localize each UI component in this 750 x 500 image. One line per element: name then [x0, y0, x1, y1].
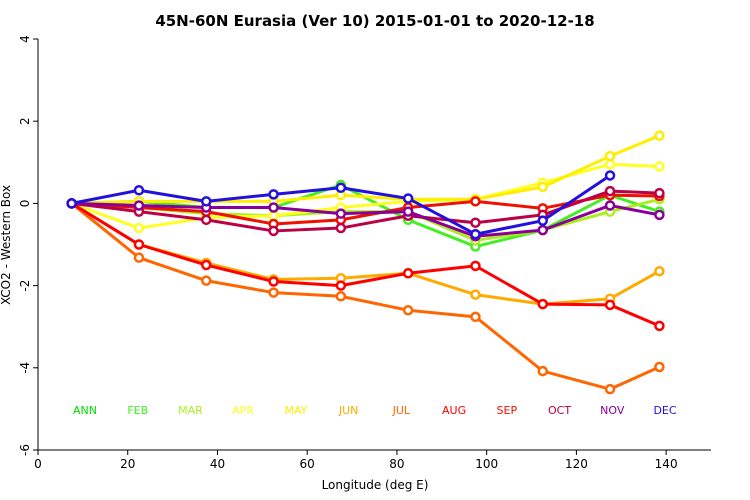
data-point [66, 198, 77, 209]
y-tick-label: 2 [18, 117, 32, 125]
data-point [402, 305, 414, 316]
data-point [654, 361, 665, 373]
data-point [268, 276, 279, 287]
data-point [335, 208, 347, 219]
series-dec [66, 170, 616, 240]
data-point [335, 280, 347, 291]
legend-item-apr: APR [232, 404, 254, 417]
data-point [470, 228, 481, 240]
data-point [201, 259, 212, 271]
data-point [335, 182, 347, 194]
data-point [133, 252, 145, 263]
data-point [133, 200, 145, 211]
series-line-aug [70, 202, 660, 328]
data-point [537, 181, 548, 193]
data-point [654, 320, 665, 332]
data-point [470, 289, 481, 300]
x-tick-label: 0 [34, 457, 42, 471]
x-axis-label: Longitude (deg E) [322, 478, 429, 492]
data-point [654, 265, 665, 277]
data-point [133, 239, 145, 250]
data-point [537, 365, 548, 377]
legend-item-ann: ANN [73, 404, 97, 417]
data-point [604, 200, 616, 211]
data-point [604, 299, 616, 311]
data-point [654, 209, 665, 221]
y-tick-label: 4 [18, 35, 32, 43]
legend-item-dec: DEC [653, 404, 676, 417]
data-point [470, 311, 481, 323]
data-point [604, 170, 616, 181]
series-line-jul [70, 202, 661, 391]
x-ticks: 0 20 40 60 80 100 120 140 [34, 450, 678, 471]
data-point [537, 215, 548, 226]
data-point [470, 217, 481, 228]
data-point [133, 222, 145, 234]
axes [37, 39, 711, 451]
y-tick-label: -4 [18, 362, 32, 374]
series-line-oct [71, 189, 660, 233]
legend: ANN FEB MAR APR MAY JUN JUL AUG SEP OCT NOV DEC [73, 404, 677, 417]
data-point [537, 298, 548, 310]
legend-item-nov: NOV [600, 404, 625, 417]
data-point [604, 185, 616, 197]
data-point [268, 189, 279, 200]
data-point [268, 210, 279, 221]
legend-item-may: MAY [284, 404, 307, 417]
legend-item-sep: SEP [497, 404, 518, 417]
legend-item-oct: OCT [548, 404, 571, 417]
legend-item-jul: JUL [392, 404, 411, 417]
series-line-may [71, 134, 660, 205]
x-tick-label: 20 [120, 457, 135, 471]
data-point [402, 268, 414, 279]
y-tick-label: -6 [18, 444, 32, 456]
legend-item-jun: JUN [338, 404, 359, 417]
series-line-nov [71, 201, 660, 238]
x-tick-label: 40 [210, 457, 225, 471]
data-point [402, 206, 414, 217]
data-point [470, 260, 481, 272]
data-point [654, 130, 665, 141]
data-point [201, 196, 212, 207]
data-point [335, 291, 347, 302]
data-point [470, 196, 481, 207]
x-tick-label: 120 [565, 457, 588, 471]
data-point [654, 187, 665, 199]
y-axis-label: XCO2 - Western Box [0, 185, 13, 305]
data-point [402, 193, 414, 204]
data-point [604, 383, 616, 395]
data-point [604, 150, 616, 162]
data-point [201, 275, 212, 286]
y-tick-label: -2 [18, 280, 32, 292]
legend-item-feb: FEB [127, 404, 148, 417]
x-tick-label: 80 [389, 457, 404, 471]
x-tick-label: 60 [300, 457, 315, 471]
legend-item-mar: MAR [178, 404, 203, 417]
y-tick-label: 0 [18, 200, 32, 208]
x-tick-label: 100 [475, 457, 498, 471]
data-point [133, 184, 145, 196]
series-line-feb [71, 183, 660, 249]
data-point [654, 161, 665, 172]
plot-area [66, 130, 665, 395]
legend-item-aug: AUG [442, 404, 466, 417]
data-point [604, 159, 616, 170]
series-jul [66, 198, 665, 395]
data-point [335, 222, 347, 234]
data-point [268, 287, 279, 298]
series-may [66, 130, 665, 209]
y-ticks: -6 -4 -2 0 2 4 [18, 35, 38, 456]
x-tick-label: 140 [655, 457, 678, 471]
chart-title: 45N-60N Eurasia (Ver 10) 2015-01-01 to 2… [155, 12, 594, 30]
data-point [537, 224, 548, 236]
series-line-apr [71, 162, 660, 230]
data-point [201, 214, 212, 226]
data-point [268, 202, 279, 213]
data-point [268, 225, 279, 237]
